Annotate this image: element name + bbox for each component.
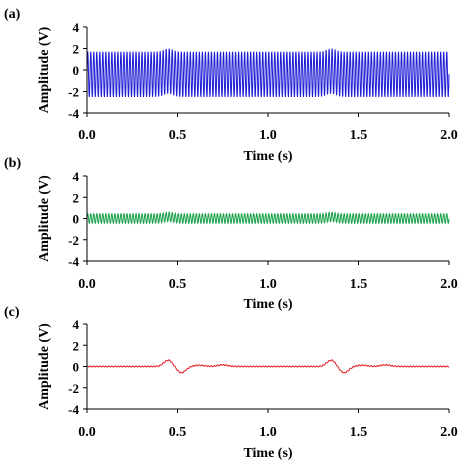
y-tick-label: -2	[68, 233, 79, 248]
y-tick-label: 0	[73, 360, 80, 375]
x-tick-label: 2.0	[440, 425, 458, 440]
x-tick-label: 0.5	[169, 128, 187, 143]
x-tick-label: 1.5	[350, 277, 368, 292]
x-tick-label: 2.0	[440, 277, 458, 292]
y-tick-label: 4	[73, 20, 80, 35]
x-tick-label: 0.0	[78, 425, 96, 440]
x-axis-title: Time (s)	[243, 297, 292, 312]
chart-panel-a: (a) -4 -2 0 2 4 0.0 0.5 1.0 1.5 2.0 Time (s) Amplitu…	[4, 7, 458, 164]
x-axis-title: Time (s)	[243, 446, 292, 461]
panel-label: (c)	[4, 305, 20, 320]
chart-panel-c: (c) -4 -2 0 2 4 0.0 0.5 1.0 1.5 2.0 Time (s) Amplitu…	[4, 305, 458, 461]
series-line-0	[86, 211, 450, 225]
y-tick-label: 0	[73, 212, 80, 227]
x-tick-label: 0.0	[78, 128, 96, 143]
x-tick-label: 1.5	[350, 425, 368, 440]
y-tick-label: -4	[68, 254, 79, 269]
chart-panel-b: (b) -4 -2 0 2 4 0.0 0.5 1.0 1.5 2.0 Time (s) Amplitu…	[4, 156, 458, 312]
series-line-0	[86, 48, 450, 97]
y-tick-label: -2	[68, 85, 79, 100]
x-tick-label: 1.0	[259, 277, 277, 292]
y-tick-label: -4	[68, 106, 79, 121]
x-axis-title: Time (s)	[243, 149, 292, 164]
y-tick-label: 2	[73, 42, 80, 57]
x-tick-label: 0.5	[169, 277, 187, 292]
x-tick-label: 1.5	[350, 128, 368, 143]
y-tick-label: -4	[68, 402, 79, 417]
x-tick-label: 0.0	[78, 277, 96, 292]
x-tick-label: 1.0	[259, 425, 277, 440]
y-tick-label: 2	[73, 338, 80, 353]
panel-label: (b)	[4, 156, 21, 171]
y-axis-title: Amplitude (V)	[37, 323, 52, 410]
series-line-0	[86, 359, 450, 374]
x-tick-label: 2.0	[440, 128, 458, 143]
y-tick-label: -2	[68, 381, 79, 396]
y-axis-title: Amplitude (V)	[37, 175, 52, 262]
y-tick-label: 4	[73, 317, 80, 332]
panel-label: (a)	[4, 7, 21, 22]
y-tick-label: 0	[73, 63, 80, 78]
x-tick-label: 1.0	[259, 128, 277, 143]
y-axis-title: Amplitude (V)	[37, 26, 52, 113]
x-tick-label: 0.5	[169, 425, 187, 440]
y-tick-label: 2	[73, 190, 80, 205]
y-tick-label: 4	[73, 169, 80, 184]
